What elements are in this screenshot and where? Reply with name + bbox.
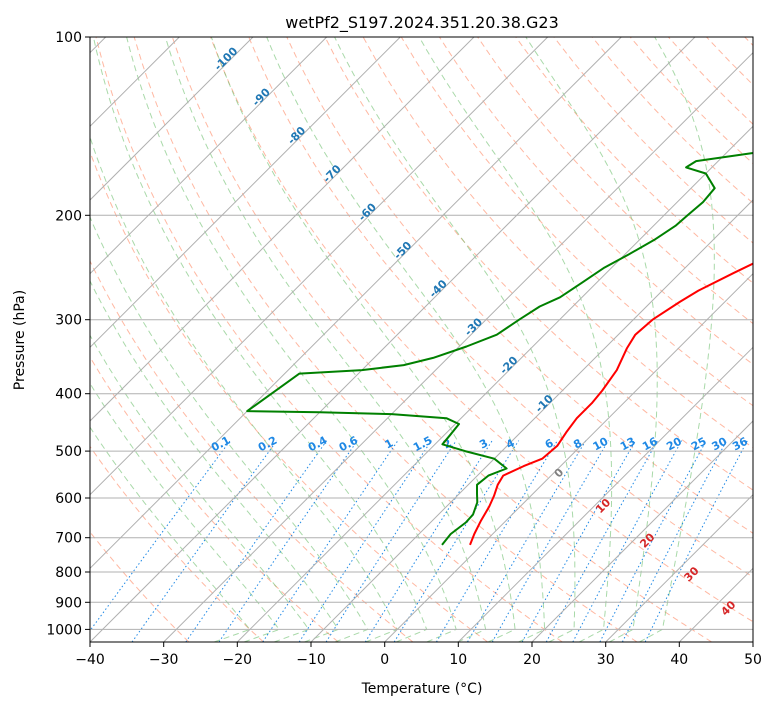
y-tick-label: 800 [55, 565, 82, 581]
mixing-ratio-line [364, 440, 493, 642]
y-axis-label: Pressure (hPa) [12, 290, 28, 390]
y-tick-label: 100 [55, 30, 82, 46]
moist-adiabat [525, 37, 658, 642]
dry-adiabat [210, 37, 753, 623]
moist-adiabat [90, 135, 398, 642]
x-tick-label: −20 [223, 652, 253, 668]
moist-adiabat [90, 279, 340, 642]
mixing-ratio-line [131, 440, 278, 642]
y-tick-label: 200 [55, 208, 82, 224]
isotherm [531, 420, 753, 642]
y-axis: 1000 900 800 700 600 500 400 300 200 100 [46, 30, 90, 638]
dry-adiabat [515, 37, 753, 284]
isotherms [90, 37, 753, 642]
moist-adiabat [266, 37, 546, 642]
moist-adiabat [126, 37, 457, 642]
dry-adiabat [90, 445, 264, 642]
moist-adiabat [334, 37, 576, 642]
mixing-ratio-label: 20 [664, 435, 684, 454]
dry-adiabat [90, 356, 339, 642]
mixing-ratio-line [185, 440, 328, 642]
y-tick-label: 400 [55, 387, 82, 403]
isotherm [457, 346, 753, 642]
mixing-ratio-line [491, 440, 609, 642]
y-tick-label: 300 [55, 313, 82, 329]
dry-adiabat [324, 37, 753, 491]
x-tick-label: −40 [75, 652, 105, 668]
mixing-ratio-label: 25 [689, 435, 709, 454]
mixing-ratio-line [521, 440, 637, 642]
x-tick-label: 50 [744, 652, 762, 668]
mixing-ratio-line [298, 440, 432, 642]
mixing-ratio-line [90, 440, 231, 632]
moist-adiabat [90, 426, 251, 642]
mixing-ratio-line [467, 440, 587, 642]
y-tick-label: 700 [55, 531, 82, 547]
mixing-ratio-label: 30 [710, 435, 730, 454]
mixing-ratio-lines [90, 440, 748, 642]
pressure-gridlines [90, 37, 753, 630]
mixing-ratio-label: 13 [618, 435, 638, 454]
mixing-ratio-line [325, 440, 457, 642]
mixing-ratio-line [644, 440, 748, 642]
dry-adiabat [286, 37, 753, 534]
isotherm [236, 125, 753, 642]
mixing-ratio-label: 10 [591, 435, 611, 454]
dry-adiabat [248, 37, 753, 578]
x-tick-label: −30 [149, 652, 179, 668]
y-tick-label: 1000 [46, 622, 82, 638]
y-tick-label: 600 [55, 491, 82, 507]
mixing-ratio-line [572, 440, 683, 642]
mixing-ratio-line [262, 440, 399, 642]
isotherm [384, 272, 753, 642]
x-tick-label: 10 [449, 652, 467, 668]
isotherm [605, 493, 753, 642]
mixing-ratio-line [545, 440, 659, 642]
moist-adiabat [210, 37, 516, 642]
isotherm [90, 37, 401, 349]
x-tick-label: −10 [296, 652, 326, 668]
sounding-series [246, 151, 753, 546]
y-tick-label: 900 [55, 595, 82, 611]
isotherm [163, 51, 753, 642]
dry-adiabat [90, 259, 414, 642]
x-axis-label: Temperature (°C) [361, 681, 483, 697]
plot-frame [89, 36, 754, 643]
moist-adiabat [418, 37, 613, 642]
y-tick-label: 500 [55, 444, 82, 460]
moist-adiabat [92, 37, 428, 642]
x-axis: −40 −30 −20 −10 0 10 20 30 40 50 [75, 642, 762, 668]
isotherm [90, 37, 328, 275]
moist-adiabat [90, 334, 310, 642]
isotherm [90, 37, 549, 496]
temperature-line [469, 262, 753, 546]
x-tick-label: 40 [670, 652, 688, 668]
plot-area: -100-90-80-70-60-50-40-30-20-10 0.1 0.2 0.… [90, 37, 753, 642]
moist-adiabat [90, 382, 281, 642]
x-tick-label: 20 [523, 652, 541, 668]
mixing-ratio-label: 16 [640, 435, 660, 454]
mixing-ratio-label: 36 [730, 435, 750, 454]
isotherm [90, 37, 622, 570]
isotherm [90, 37, 254, 201]
dry-adiabat [95, 37, 563, 642]
moist-adiabat [639, 37, 715, 642]
x-tick-label: 0 [380, 652, 389, 668]
isotherm [90, 37, 696, 642]
moist-adiabat [164, 37, 487, 642]
mixing-ratio-line [435, 440, 558, 642]
isotherm [310, 199, 753, 642]
x-tick-label: 30 [597, 652, 615, 668]
isotherm [90, 37, 475, 422]
chart-title: wetPf2_S197.2024.351.20.38.G23 [285, 13, 559, 33]
dewpoint-line [246, 151, 753, 546]
moist-adiabats [90, 37, 715, 642]
